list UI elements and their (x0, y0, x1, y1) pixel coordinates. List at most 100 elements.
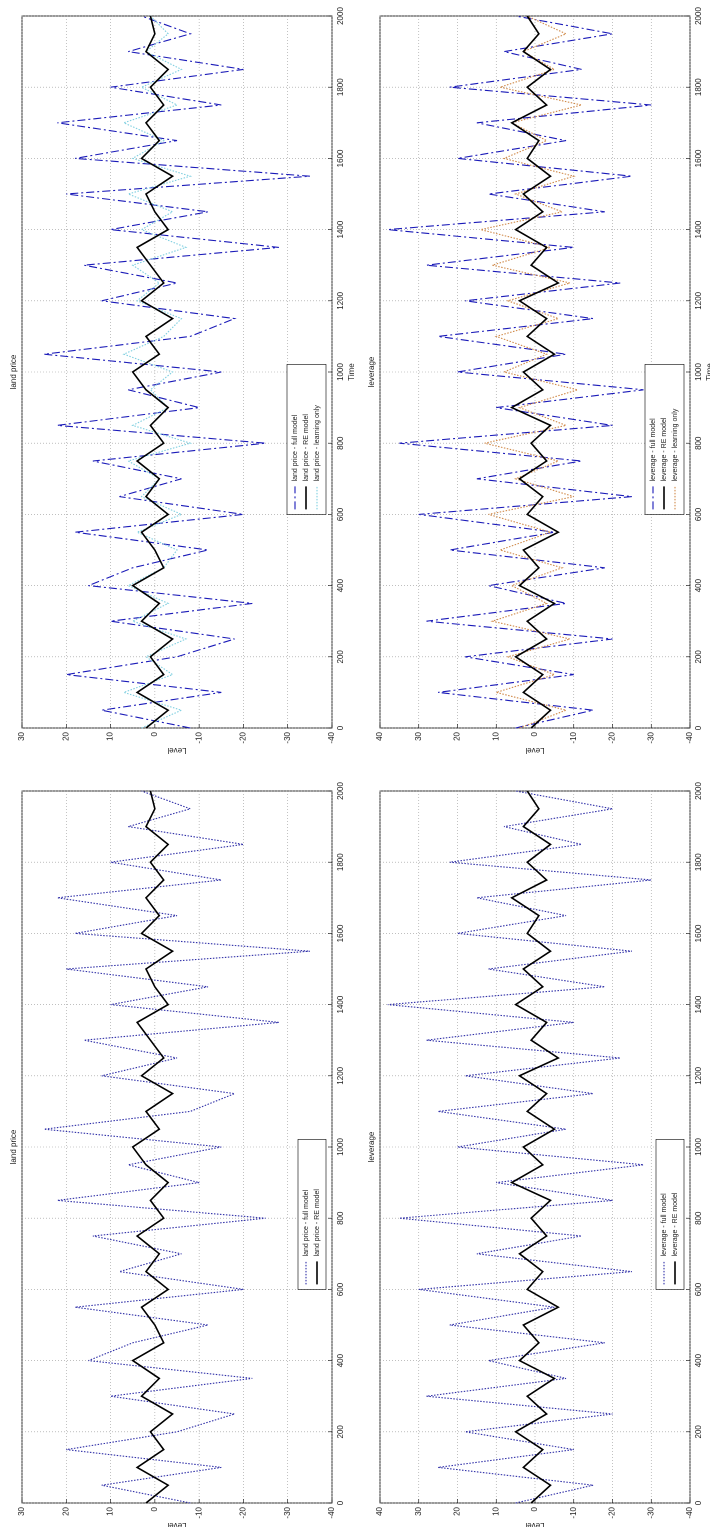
legend-box (286, 364, 327, 515)
x-tick-label: 2000 (694, 7, 703, 25)
x-tick-label: 400 (694, 1353, 703, 1367)
series-line (510, 15, 560, 729)
series-line (131, 15, 175, 729)
x-tick-label: 0 (694, 725, 703, 730)
y-tick-label: 20 (453, 731, 462, 740)
x-tick-label: 1800 (336, 78, 345, 96)
y-tick-label: -30 (283, 1506, 292, 1518)
chart: 0200400600800100012001400160018002000-40… (367, 782, 703, 1527)
x-axis-label: Time (705, 363, 710, 381)
x-tick-label: 600 (336, 507, 345, 521)
y-tick-label: 0 (530, 1506, 539, 1511)
x-tick-label: 400 (336, 1353, 345, 1367)
y-tick-label: 30 (414, 731, 423, 740)
chart: 0200400600800100012001400160018002000-40… (9, 782, 345, 1527)
y-tick-label: -10 (194, 1506, 203, 1518)
x-tick-label: 200 (336, 1425, 345, 1439)
legend-label: leverage - full model (661, 1193, 668, 1256)
series-line (44, 790, 310, 1504)
x-tick-label: 1000 (694, 363, 703, 381)
chart: 0200400600800100012001400160018002000-40… (367, 7, 710, 755)
y-tick-label: 0 (150, 1506, 159, 1511)
y-tick-label: -30 (646, 1506, 655, 1518)
chart-title: land price (9, 1129, 18, 1164)
y-tick-label: -30 (646, 731, 655, 743)
chart-title: land price (9, 354, 18, 389)
y-tick-label: -10 (194, 731, 203, 743)
x-tick-label: 1400 (694, 220, 703, 238)
y-tick-label: 20 (61, 731, 70, 740)
y-tick-label: 0 (530, 731, 539, 736)
y-tick-label: -20 (608, 731, 617, 743)
legend-label: land price - full model (303, 1189, 310, 1256)
x-tick-label: 1800 (694, 78, 703, 96)
x-tick-label: 800 (694, 1211, 703, 1225)
x-tick-label: 1200 (694, 291, 703, 309)
x-tick-label: 1600 (336, 149, 345, 167)
y-tick-label: 20 (453, 1506, 462, 1515)
y-tick-label: 30 (17, 1506, 26, 1515)
series-line (131, 790, 175, 1504)
y-axis-label: Level (525, 1521, 544, 1527)
y-tick-label: 40 (375, 1506, 384, 1515)
y-axis-label: Level (167, 746, 186, 755)
series-line (387, 790, 652, 1504)
x-tick-label: 1800 (694, 853, 703, 871)
series-line (480, 15, 582, 729)
x-axis-label: Time (347, 363, 356, 381)
y-tick-label: 30 (17, 731, 26, 740)
x-tick-label: 600 (694, 507, 703, 521)
x-tick-label: 0 (336, 725, 345, 730)
x-tick-label: 1200 (694, 1066, 703, 1084)
x-tick-label: 800 (694, 436, 703, 450)
x-tick-label: 1600 (336, 924, 345, 942)
series-line (387, 15, 652, 729)
x-tick-label: 1400 (336, 220, 345, 238)
y-tick-label: 30 (414, 1506, 423, 1515)
x-tick-label: 1600 (694, 149, 703, 167)
x-tick-label: 1000 (336, 1138, 345, 1156)
chart-title: leverage (367, 1131, 376, 1162)
y-tick-label: 0 (150, 731, 159, 736)
y-tick-label: 10 (491, 1506, 500, 1515)
legend-label: land price - learning only (314, 405, 321, 482)
plot-area (21, 15, 333, 729)
x-tick-label: 200 (336, 650, 345, 664)
x-tick-label: 1400 (336, 995, 345, 1013)
x-tick-label: 400 (336, 578, 345, 592)
x-tick-label: 1400 (694, 995, 703, 1013)
legend-box (644, 364, 685, 515)
x-tick-label: 400 (694, 578, 703, 592)
y-tick-label: 10 (106, 1506, 115, 1515)
series-line (510, 790, 560, 1504)
x-tick-label: 800 (336, 1211, 345, 1225)
y-tick-label: -10 (569, 1506, 578, 1518)
x-tick-label: 2000 (336, 782, 345, 800)
y-tick-label: -30 (283, 731, 292, 743)
x-tick-label: 200 (694, 650, 703, 664)
legend-label: leverage - full model (650, 418, 657, 481)
x-tick-label: 1600 (694, 924, 703, 942)
plot-area (21, 790, 333, 1504)
y-tick-label: -20 (608, 1506, 617, 1518)
y-tick-label: 20 (61, 1506, 70, 1515)
y-tick-label: 40 (375, 731, 384, 740)
x-tick-label: 600 (336, 1282, 345, 1296)
legend-label: leverage - learning only (672, 408, 679, 481)
series-line (122, 15, 193, 729)
legend-label: land price - RE model (314, 1189, 321, 1257)
y-axis-label: Level (167, 1521, 186, 1527)
y-tick-label: -40 (685, 1506, 694, 1518)
x-tick-label: 1200 (336, 291, 345, 309)
y-tick-label: -40 (327, 1506, 336, 1518)
x-tick-label: 800 (336, 436, 345, 450)
y-tick-label: -20 (239, 731, 248, 743)
x-tick-label: 1800 (336, 853, 345, 871)
y-tick-label: 10 (491, 731, 500, 740)
y-tick-label: -40 (685, 731, 694, 743)
series-line (44, 15, 310, 729)
y-tick-label: -10 (569, 731, 578, 743)
legend-box (655, 1139, 685, 1290)
